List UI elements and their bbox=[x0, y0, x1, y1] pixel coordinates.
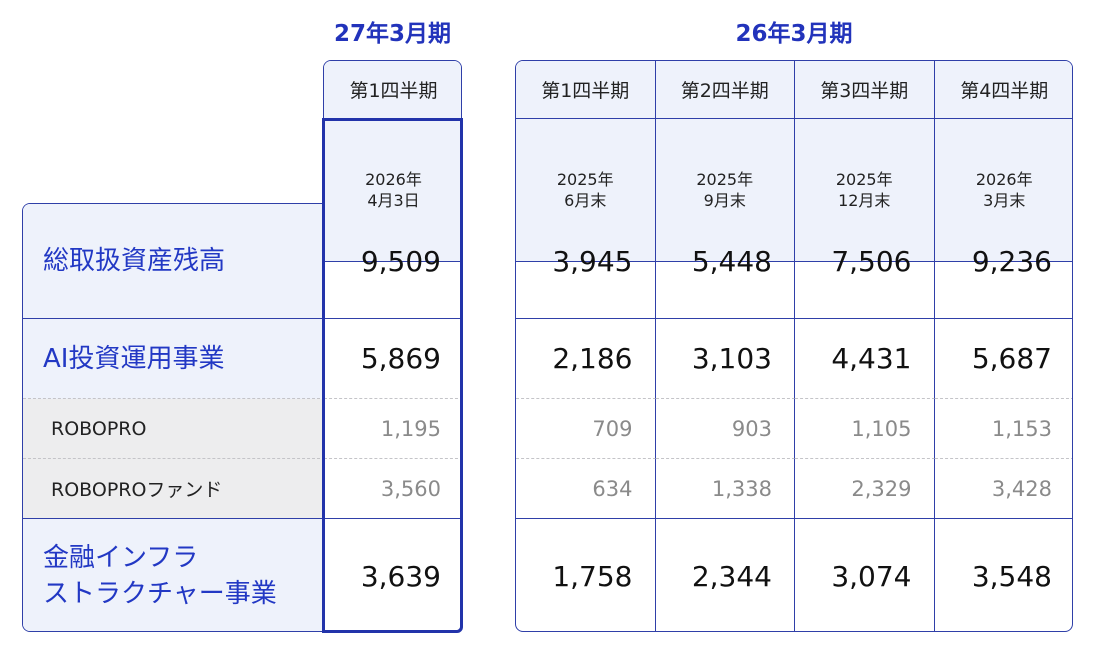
date-line: 2025年 bbox=[835, 170, 893, 189]
label-line: ROBOPROファンド bbox=[51, 479, 223, 501]
date-line: 2025年 bbox=[556, 170, 614, 189]
value-cell: 634 bbox=[516, 459, 656, 519]
value-cell: 903 bbox=[655, 399, 795, 459]
row-label: AI投資運用事業 bbox=[23, 319, 324, 399]
value-cell: 1,195 bbox=[324, 399, 461, 459]
quarter-header: 第1四半期 bbox=[324, 61, 461, 119]
value-cell: 2,344 bbox=[656, 519, 795, 631]
value-cell: 1,105 bbox=[795, 399, 935, 459]
date-header: 2025年 9月末 bbox=[655, 119, 795, 262]
quarter-header: 第2四半期 bbox=[655, 61, 795, 119]
label-line: ROBOPRO bbox=[51, 417, 147, 440]
date-line: 6月末 bbox=[564, 191, 607, 210]
value-cell: 3,548 bbox=[971, 559, 1052, 593]
date-line: 4月3日 bbox=[367, 191, 420, 210]
date-header: 2026年 4月3日 bbox=[324, 119, 461, 262]
value-cell: 3,103 bbox=[655, 319, 795, 399]
quarter-header: 第4四半期 bbox=[934, 61, 1072, 119]
period-box: 第1四半期 2026年 4月3日 9,509 5,869 1,195 3,560 3,639 bbox=[323, 60, 462, 632]
value-cell: 2,186 bbox=[516, 319, 656, 399]
value-cell: 5,869 bbox=[324, 319, 461, 399]
value-cell: 3,074 bbox=[795, 519, 935, 631]
value-cell: 3,945 bbox=[516, 204, 656, 319]
date-line: 2025年 bbox=[696, 170, 754, 189]
value-cell: 2,329 bbox=[795, 459, 935, 519]
date-line: 2026年 bbox=[975, 170, 1033, 189]
row-label: 金融インフラストラクチャー事業 bbox=[23, 519, 324, 631]
quarter-header: 第3四半期 bbox=[795, 61, 935, 119]
value-cell: 1,153 bbox=[934, 399, 1072, 459]
date-header: 2025年 12月末 bbox=[795, 119, 935, 262]
row-label: ROBOPRO bbox=[23, 399, 324, 459]
date-line: 9月末 bbox=[703, 191, 746, 210]
quarter-header: 第1四半期 bbox=[516, 61, 656, 119]
label-line: 総取扱資産残高 bbox=[43, 246, 226, 276]
current-highlight bbox=[322, 118, 463, 633]
date-header: 2026年 3月末 bbox=[934, 119, 1072, 262]
period-box: 第1四半期 2025年 6月末 3,945 2,186 709 634 1,758 第2四半期 2… bbox=[515, 60, 1073, 632]
label-line: AI投資運用事業 bbox=[43, 343, 225, 374]
value-cell: 3,639 bbox=[360, 559, 441, 593]
label-box: 総取扱資産残高 AI投資運用事業 ROBOPRO ROBOPROファンド金融インフラス… bbox=[22, 203, 324, 632]
value-cell: 5,448 bbox=[655, 204, 795, 319]
period-title: 26年3月期 bbox=[735, 21, 853, 47]
label-line: 金融インフラ bbox=[43, 543, 199, 573]
value-cell: 9,236 bbox=[934, 204, 1072, 319]
value-cell: 3,428 bbox=[934, 459, 1072, 519]
value-cell: 5,687 bbox=[934, 319, 1072, 399]
value-cell: 9,509 bbox=[324, 204, 461, 319]
value-cell: 1,338 bbox=[655, 459, 795, 519]
date-line: 2026年 bbox=[365, 170, 422, 189]
period-title: 27年3月期 bbox=[333, 21, 451, 47]
value-cell: 4,431 bbox=[795, 319, 935, 399]
value-cell: 7,506 bbox=[795, 204, 935, 319]
date-header: 2025年 6月末 bbox=[516, 119, 656, 262]
value-cell: 709 bbox=[516, 399, 656, 459]
row-label: ROBOPROファンド bbox=[23, 459, 324, 519]
date-line: 12月末 bbox=[838, 191, 891, 210]
row-label: 総取扱資産残高 bbox=[23, 204, 324, 319]
value-cell: 3,560 bbox=[324, 459, 461, 519]
date-line: 3月末 bbox=[983, 191, 1026, 210]
label-line: ストラクチャー事業 bbox=[43, 579, 277, 609]
value-cell: 1,758 bbox=[516, 519, 656, 631]
